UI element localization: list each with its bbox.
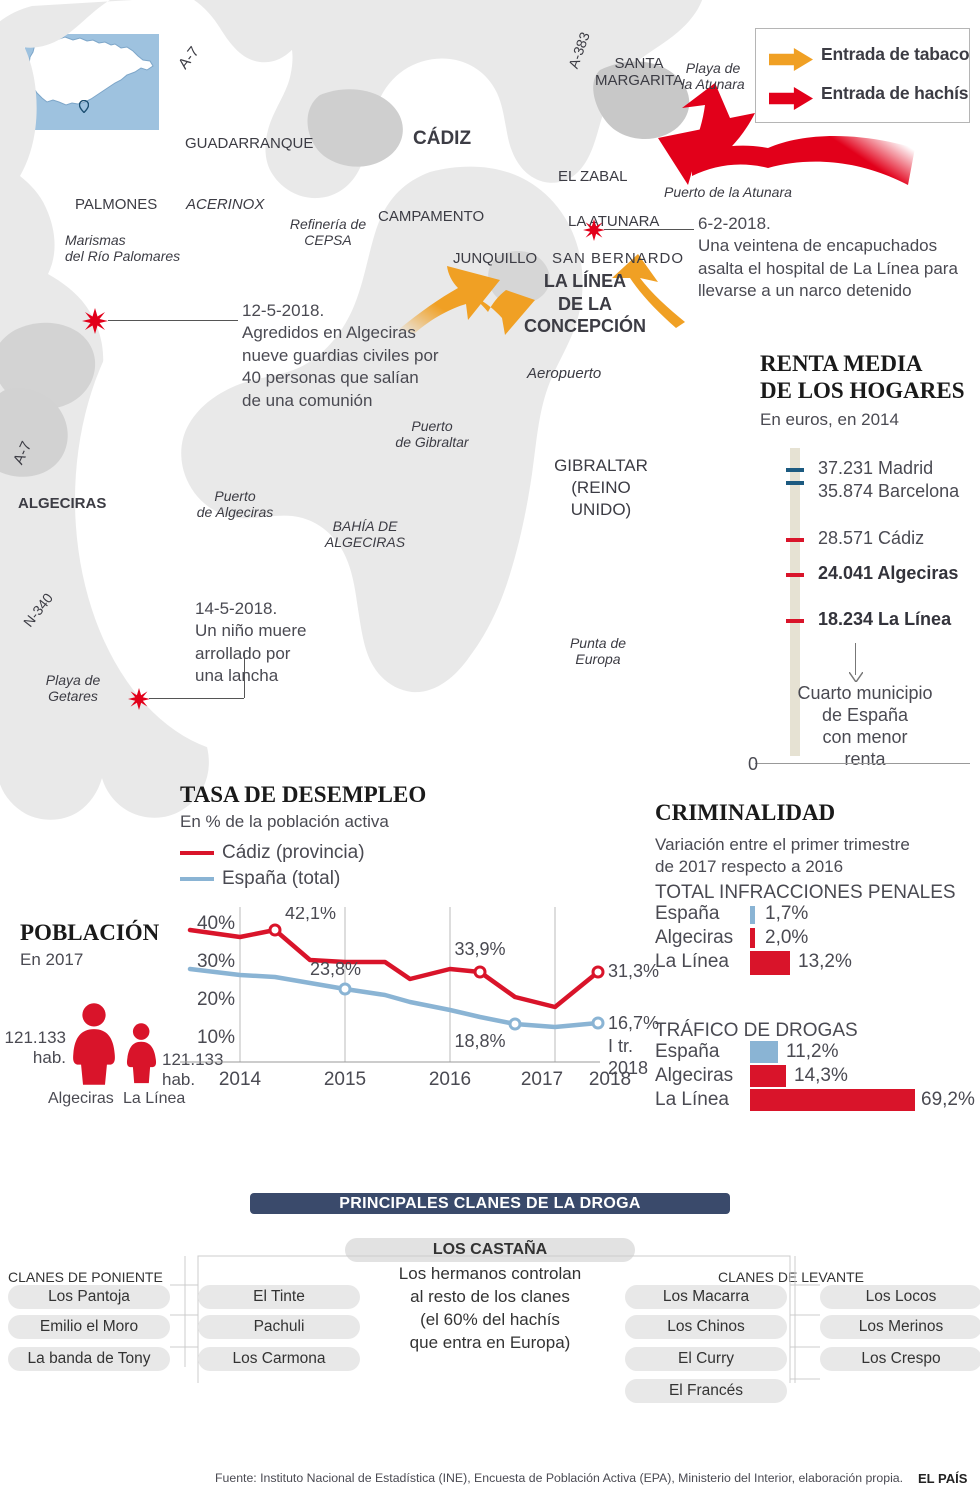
svg-text:2014: 2014 — [219, 1069, 262, 1090]
svg-text:2016: 2016 — [429, 1069, 471, 1090]
svg-text:20%: 20% — [197, 989, 235, 1010]
svg-text:2018: 2018 — [608, 1058, 648, 1078]
svg-text:18,8%: 18,8% — [454, 1031, 505, 1051]
svg-text:2017: 2017 — [521, 1069, 563, 1090]
svg-text:33,9%: 33,9% — [454, 939, 505, 959]
svg-text:16,7%: 16,7% — [608, 1013, 659, 1033]
svg-text:I tr.: I tr. — [608, 1036, 633, 1056]
svg-text:10%: 10% — [197, 1027, 235, 1048]
svg-text:2015: 2015 — [324, 1069, 366, 1090]
svg-text:23,8%: 23,8% — [310, 959, 361, 979]
svg-text:31,3%: 31,3% — [608, 961, 659, 981]
svg-text:42,1%: 42,1% — [285, 907, 336, 923]
